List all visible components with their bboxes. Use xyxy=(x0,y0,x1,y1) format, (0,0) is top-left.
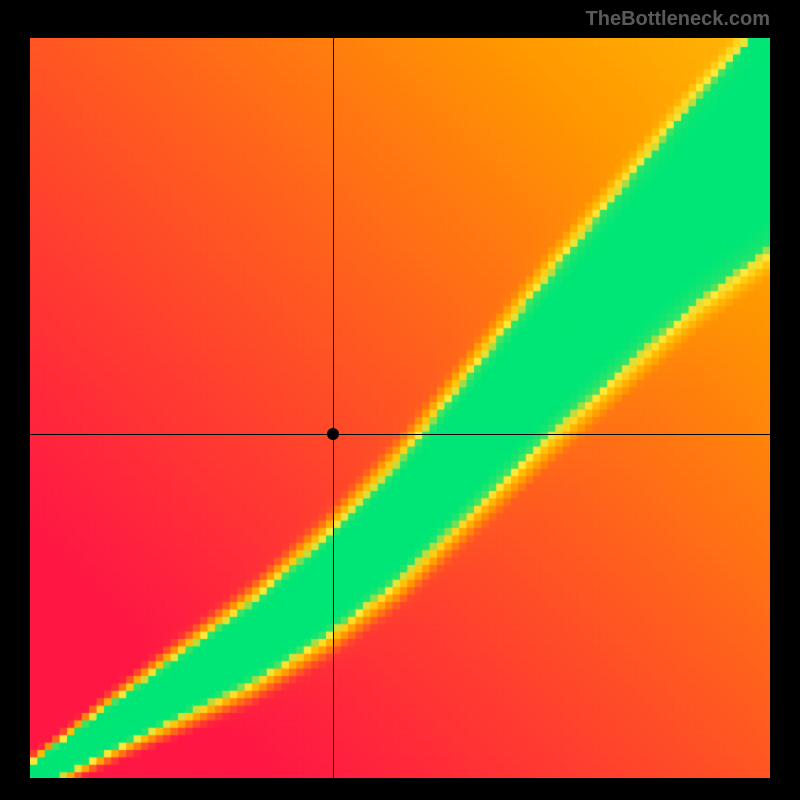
chart-container: TheBottleneck.com xyxy=(0,0,800,800)
watermark-text: TheBottleneck.com xyxy=(586,8,770,31)
plot-area xyxy=(30,38,770,778)
heatmap-canvas xyxy=(30,38,770,778)
crosshair-marker xyxy=(327,428,339,440)
crosshair-horizontal xyxy=(30,434,770,435)
crosshair-vertical xyxy=(333,38,334,778)
